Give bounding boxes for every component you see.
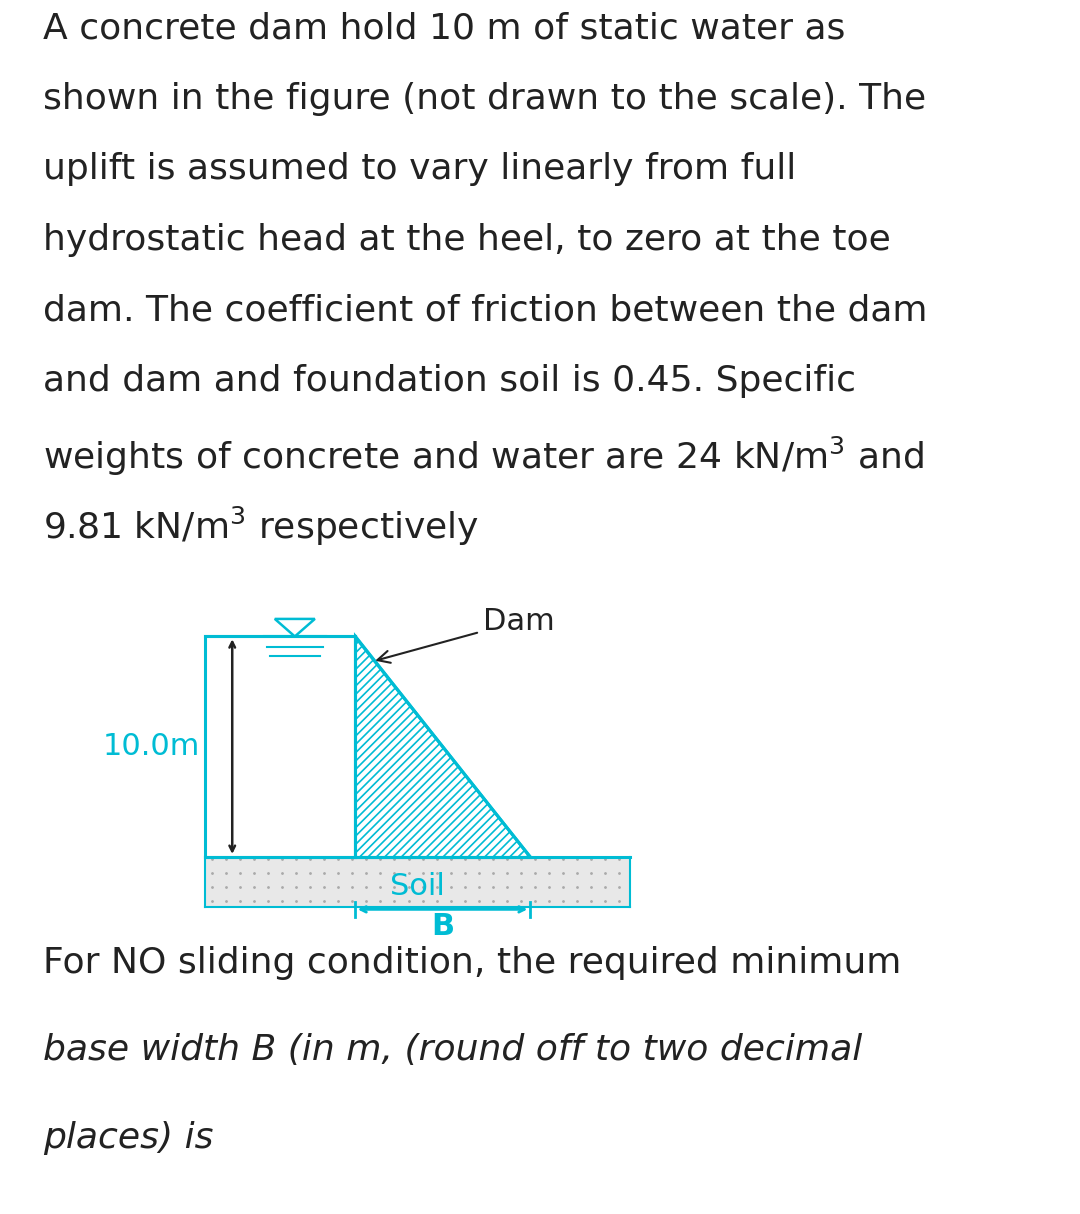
Polygon shape [274, 619, 315, 636]
Text: uplift is assumed to vary linearly from full: uplift is assumed to vary linearly from … [43, 153, 796, 187]
Text: A concrete dam hold 10 m of static water as: A concrete dam hold 10 m of static water… [43, 11, 846, 45]
Bar [205, 636, 355, 857]
Bar [205, 857, 631, 907]
Polygon shape [355, 636, 530, 857]
Text: B: B [431, 912, 454, 941]
Text: shown in the figure (not drawn to the scale). The: shown in the figure (not drawn to the sc… [43, 81, 927, 115]
Text: 9.81 kN/m$^3$ respectively: 9.81 kN/m$^3$ respectively [43, 505, 480, 549]
Text: Dam: Dam [377, 607, 554, 663]
Text: places) is: places) is [43, 1121, 214, 1155]
Text: weights of concrete and water are 24 kN/m$^3$ and: weights of concrete and water are 24 kN/… [43, 435, 924, 478]
Text: base width B (in m, (round off to two decimal: base width B (in m, (round off to two de… [43, 1033, 863, 1067]
Text: Soil: Soil [390, 873, 445, 901]
Text: hydrostatic head at the heel, to zero at the toe: hydrostatic head at the heel, to zero at… [43, 223, 891, 257]
Text: and dam and foundation soil is 0.45. Specific: and dam and foundation soil is 0.45. Spe… [43, 364, 856, 398]
Text: dam. The coefficient of friction between the dam: dam. The coefficient of friction between… [43, 294, 928, 328]
Text: For NO sliding condition, the required minimum: For NO sliding condition, the required m… [43, 946, 902, 980]
Text: 10.0m: 10.0m [103, 732, 200, 761]
